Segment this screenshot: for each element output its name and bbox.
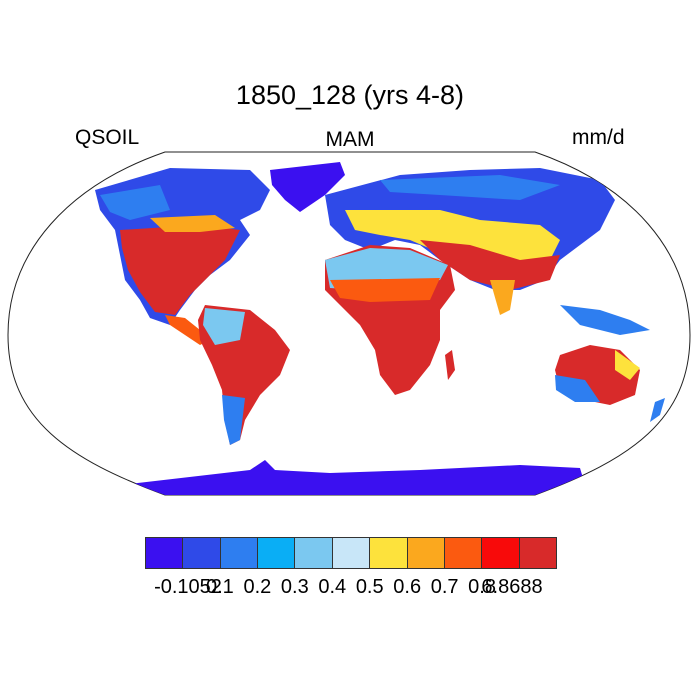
greenland [270,162,345,212]
map-title: 1850_128 (yrs 4-8) [235,80,465,110]
colorbar-box [183,538,221,568]
colorbar-tick-label: 0.1 [206,576,234,598]
season-label: MAM [325,128,375,151]
colorbar-box [332,538,371,568]
colorbar-tick-label: 0.2 [243,576,272,598]
colorbar-box [220,538,259,568]
colorbar [145,537,557,569]
colorbar-box [519,538,556,568]
colorbar-tick-label: 0.4 [318,576,347,598]
colorbar-tick-label: 0.7 [430,576,459,598]
units-label: mm/d [572,126,625,149]
colorbar-tick-label: 0.6 [393,576,422,598]
colorbar-box [258,538,296,568]
colorbar-box [146,538,184,568]
colorbar-box [444,538,483,568]
central-america [165,315,210,345]
colorbar-box [482,538,520,568]
antarctica [100,460,600,495]
colorbar-tick-label: 0.8 [468,576,496,598]
colorbar-tick-label: 0.3 [280,576,309,598]
colorbar-tick-label: -0.1052 [154,576,222,598]
colorbar-box [370,538,408,568]
colorbar-box [407,538,445,568]
variable-label: QSOIL [75,126,140,149]
world-map [7,151,691,496]
colorbar-box [295,538,333,568]
colorbar-tick-label: 0.5 [355,576,384,598]
colorbar-tick-label: 6.8688 [481,576,543,598]
